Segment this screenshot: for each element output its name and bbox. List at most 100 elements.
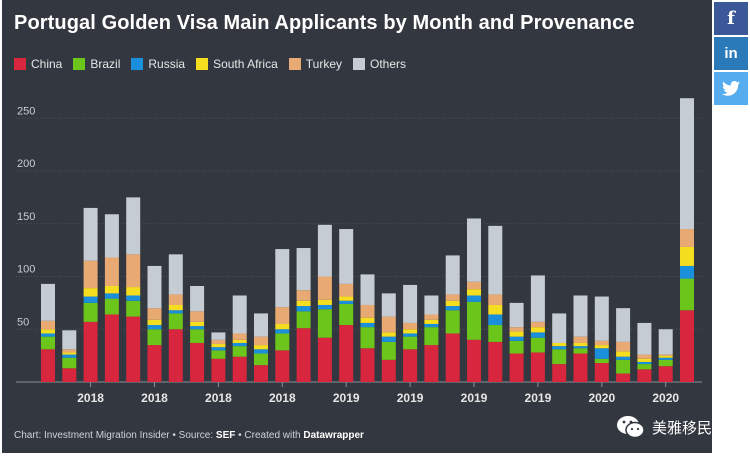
bar-segment-china xyxy=(445,333,460,382)
bar-segment-china xyxy=(275,350,290,382)
bar-segment-others xyxy=(360,274,375,305)
bar-segment-others xyxy=(488,225,503,295)
x-tick-label: 2018 xyxy=(205,391,232,405)
bar-segment-china xyxy=(403,349,418,382)
bar-segment-russia xyxy=(62,354,77,358)
bar-segment-turkey xyxy=(658,354,673,356)
bar-segment-brazil xyxy=(445,310,460,334)
bar-segment-russia xyxy=(254,349,268,354)
bar-segment-brazil xyxy=(232,346,247,357)
bar-segment-others xyxy=(126,197,141,255)
bar-segment-turkey xyxy=(530,321,545,328)
bar-segment-turkey xyxy=(275,307,290,324)
linkedin-share-button[interactable]: in xyxy=(714,37,748,70)
facebook-share-button[interactable]: f xyxy=(714,2,748,35)
bar-segment-china xyxy=(254,365,268,382)
watermark: 美雅移民 xyxy=(616,414,712,440)
bar-segment-south-africa xyxy=(509,331,524,337)
bar-segment-china xyxy=(424,345,439,382)
bar-segment-china xyxy=(62,368,77,382)
bar-segment-china xyxy=(126,316,141,382)
bar-segment-others xyxy=(190,285,205,312)
bar-segment-south-africa xyxy=(403,329,418,334)
bar-segment-russia xyxy=(104,293,119,299)
bar-segment-russia xyxy=(552,346,567,350)
bar-segment-brazil xyxy=(147,329,162,346)
legend-label: Brazil xyxy=(90,57,121,71)
x-tick-label: 2020 xyxy=(652,391,679,405)
bar-segment-others xyxy=(147,265,162,309)
bar-segment-turkey xyxy=(147,308,162,320)
bar-segment-turkey xyxy=(594,340,609,346)
bar-segment-turkey xyxy=(62,349,77,353)
bar-segment-south-africa xyxy=(488,304,503,315)
x-tick-label: 2019 xyxy=(397,391,424,405)
bar-segment-china xyxy=(147,345,162,382)
bar-segment-russia xyxy=(190,326,205,330)
x-tick-label: 2019 xyxy=(525,391,552,405)
bar-segment-russia xyxy=(573,346,588,349)
footer-prefix: Chart: Investment Migration Insider • So… xyxy=(14,430,216,441)
bar-segment-brazil xyxy=(530,337,545,353)
bar-segment-russia xyxy=(509,336,524,341)
bar-segment-russia xyxy=(317,304,332,310)
bar-segment-turkey xyxy=(573,336,588,343)
bar-segment-brazil xyxy=(552,349,567,365)
bar-segment-south-africa xyxy=(530,327,545,333)
bar-segment-china xyxy=(168,329,183,382)
bar-segment-china xyxy=(41,349,55,382)
bar-segment-turkey xyxy=(445,294,460,301)
bar-segment-south-africa xyxy=(573,342,588,347)
bar-segment-others xyxy=(594,296,609,341)
bar-segment-brazil xyxy=(467,301,481,340)
bar-segment-south-africa xyxy=(62,352,77,355)
legend-swatch xyxy=(14,58,26,70)
bar-segment-others xyxy=(403,284,418,323)
y-tick-label: 200 xyxy=(17,158,35,170)
bar-segment-turkey xyxy=(232,333,247,340)
bar-segment-brazil xyxy=(275,333,290,351)
bar-segment-brazil xyxy=(296,311,311,329)
facebook-icon: f xyxy=(727,8,735,29)
bar-segment-others xyxy=(317,224,332,277)
bar-segment-others xyxy=(573,295,588,337)
linkedin-icon: in xyxy=(724,45,738,62)
legend-swatch xyxy=(131,58,144,70)
y-tick-label: 150 xyxy=(17,211,35,223)
bar-segment-russia xyxy=(658,357,673,360)
x-tick-label: 2018 xyxy=(141,391,168,405)
bar-segment-turkey xyxy=(317,276,332,300)
bar-segment-turkey xyxy=(83,260,98,289)
bar-segment-others xyxy=(62,330,77,350)
bar-segment-south-africa xyxy=(317,299,332,305)
bar-segment-brazil xyxy=(104,298,119,315)
bar-segment-russia xyxy=(83,296,98,303)
bar-segment-china xyxy=(616,373,631,382)
bar-segment-south-africa xyxy=(83,288,98,297)
bar-segment-turkey xyxy=(211,339,226,345)
bar-segment-russia xyxy=(275,329,290,334)
bar-segment-russia xyxy=(488,314,503,326)
x-tick-label: 2019 xyxy=(333,391,360,405)
bar-segment-china xyxy=(509,353,524,382)
bar-segment-others xyxy=(296,248,311,291)
twitter-share-button[interactable] xyxy=(714,72,748,105)
legend-label: Russia xyxy=(148,57,186,71)
bar-segment-others xyxy=(339,229,354,284)
bar-segment-china xyxy=(488,341,503,382)
bar-segment-russia xyxy=(594,348,609,359)
bar-segment-others xyxy=(83,207,98,261)
bar-segment-south-africa xyxy=(168,304,183,311)
bar-segment-others xyxy=(530,275,545,322)
bar-segment-turkey xyxy=(467,281,481,290)
bar-segment-brazil xyxy=(616,359,631,374)
bar-segment-brazil xyxy=(637,364,652,370)
legend-swatch xyxy=(353,58,366,70)
bar-segment-turkey xyxy=(190,311,205,322)
legend-item-turkey: Turkey xyxy=(288,57,342,71)
bar-segment-brazil xyxy=(381,341,396,360)
bar-segment-russia xyxy=(424,323,439,328)
bar-segment-others xyxy=(680,98,694,230)
legend-item-others: Others xyxy=(353,57,406,71)
